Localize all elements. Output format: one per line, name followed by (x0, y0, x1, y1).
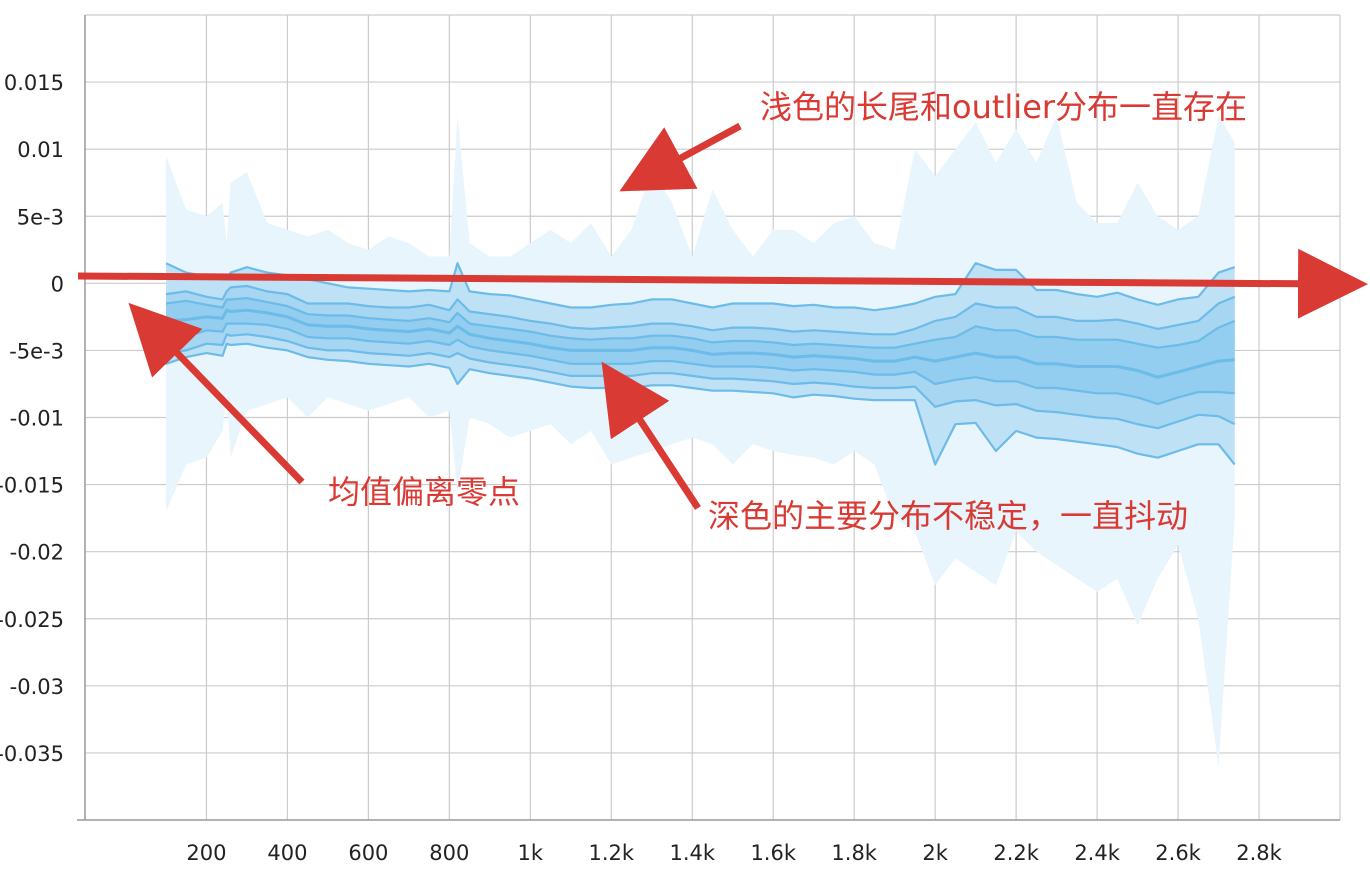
annotation-outlier-label: 浅色的长尾和outlier分布一直存在 (760, 88, 1247, 126)
x-tick-label-11: 2.4k (1074, 841, 1120, 865)
x-tick-label-9: 2k (922, 841, 948, 865)
annotations: 浅色的长尾和outlier分布一直存在 均值偏离零点 深色的主要分布不稳定，一直… (77, 88, 1368, 535)
line-p7 (165, 342, 1236, 466)
annotation-main-distribution-label: 深色的主要分布不稳定，一直抖动 (708, 497, 1188, 535)
line-p84 (165, 284, 1236, 336)
x-tick-label-3: 800 (429, 841, 469, 865)
y-tick-label-10: -0.035 (0, 742, 64, 766)
x-tick-label-6: 1.4k (669, 841, 715, 865)
percentile-lines (165, 262, 1236, 466)
y-tick-label-5: -0.01 (10, 407, 64, 431)
x-tick-label-8: 1.8k (831, 841, 877, 865)
zero-reference-arrow (77, 248, 1368, 319)
line-p31 (165, 322, 1235, 406)
line-p69 (165, 297, 1236, 349)
y-tick-label-9: -0.03 (10, 675, 64, 699)
x-tick-label-2: 600 (348, 841, 388, 865)
y-tick-label-2: 5e-3 (17, 205, 64, 229)
x-tick-label-13: 2.8k (1236, 841, 1282, 865)
x-tick-label-10: 2.2k (993, 841, 1039, 865)
line-p16 (165, 333, 1236, 430)
y-tick-label-1: 0.01 (17, 138, 64, 162)
y-tick-label-7: -0.02 (10, 541, 64, 565)
x-tick-label-7: 1.6k (750, 841, 796, 865)
x-tick-label-1: 400 (267, 841, 307, 865)
y-tick-label-6: -0.015 (0, 474, 64, 498)
outlier-arrow (619, 122, 742, 192)
y-tick-label-8: -0.025 (0, 608, 64, 632)
line-p50 (165, 308, 1235, 379)
y-tick-label-0: 0.015 (4, 71, 64, 95)
x-tick-label-12: 2.6k (1155, 841, 1201, 865)
y-tick-label-3: 0 (51, 272, 64, 296)
y-tick-label-4: -5e-3 (9, 339, 64, 363)
annotation-mean-label: 均值偏离零点 (328, 473, 520, 511)
mean-offset-arrow (128, 302, 305, 485)
x-tick-label-4: 1k (518, 841, 544, 865)
main-distribution-arrow (601, 361, 701, 510)
axes (77, 15, 1340, 821)
tick-labels: 0.015 0.01 5e-3 0 -5e-3 -0.01 -0.015 -0.02 -0.02… (0, 71, 1283, 865)
x-tick-label-0: 200 (186, 841, 226, 865)
x-tick-label-5: 1.2k (589, 841, 635, 865)
